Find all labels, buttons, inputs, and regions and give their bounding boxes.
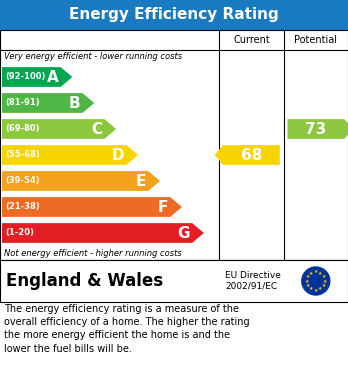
- Text: F: F: [158, 199, 168, 215]
- Bar: [0, 260, 348, 302]
- Polygon shape: [2, 171, 160, 191]
- Polygon shape: [2, 145, 138, 165]
- Text: ★: ★: [314, 288, 318, 292]
- Text: E: E: [136, 174, 147, 188]
- Polygon shape: [2, 223, 204, 243]
- Polygon shape: [2, 93, 94, 113]
- Text: 68: 68: [241, 147, 262, 163]
- Text: (69-80): (69-80): [5, 124, 40, 133]
- Text: Not energy efficient - higher running costs: Not energy efficient - higher running co…: [4, 249, 182, 258]
- Text: A: A: [47, 70, 59, 84]
- Circle shape: [302, 267, 330, 295]
- Text: (55-68): (55-68): [5, 151, 40, 160]
- Text: ★: ★: [318, 271, 323, 276]
- Polygon shape: [2, 67, 72, 87]
- Text: (81-91): (81-91): [5, 99, 40, 108]
- Bar: [0, 30, 348, 260]
- Text: 73: 73: [305, 122, 326, 136]
- Text: Potential: Potential: [294, 35, 337, 45]
- Text: ★: ★: [323, 278, 327, 283]
- Text: England & Wales: England & Wales: [6, 272, 163, 290]
- Text: ★: ★: [322, 283, 326, 288]
- Text: ★: ★: [314, 269, 318, 274]
- Text: (39-54): (39-54): [5, 176, 40, 185]
- Text: Energy Efficiency Rating: Energy Efficiency Rating: [69, 7, 279, 23]
- Text: EU Directive
2002/91/EC: EU Directive 2002/91/EC: [225, 271, 281, 291]
- Polygon shape: [287, 119, 348, 139]
- Text: B: B: [69, 95, 81, 111]
- Text: (21-38): (21-38): [5, 203, 40, 212]
- Text: C: C: [92, 122, 103, 136]
- Polygon shape: [2, 197, 182, 217]
- Polygon shape: [2, 119, 116, 139]
- Polygon shape: [215, 145, 280, 165]
- Bar: [0, 0, 348, 30]
- Text: Very energy efficient - lower running costs: Very energy efficient - lower running co…: [4, 52, 182, 61]
- Text: D: D: [112, 147, 125, 163]
- Text: The energy efficiency rating is a measure of the
overall efficiency of a home. T: The energy efficiency rating is a measur…: [4, 304, 250, 353]
- Text: ★: ★: [306, 283, 310, 288]
- Text: ★: ★: [309, 271, 314, 276]
- Text: G: G: [178, 226, 190, 240]
- Text: ★: ★: [318, 286, 323, 291]
- Text: ★: ★: [322, 274, 326, 279]
- Text: ★: ★: [306, 274, 310, 279]
- Text: ★: ★: [304, 278, 309, 283]
- Text: ★: ★: [309, 286, 314, 291]
- Text: Current: Current: [233, 35, 270, 45]
- Text: (1-20): (1-20): [5, 228, 34, 237]
- Text: (92-100): (92-100): [5, 72, 45, 81]
